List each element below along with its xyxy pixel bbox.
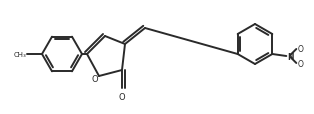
Text: O: O (119, 92, 125, 101)
Text: CH₃: CH₃ (14, 52, 26, 57)
Text: N: N (287, 52, 293, 61)
Text: O: O (298, 45, 304, 54)
Text: O: O (92, 75, 98, 84)
Text: O: O (298, 59, 304, 68)
